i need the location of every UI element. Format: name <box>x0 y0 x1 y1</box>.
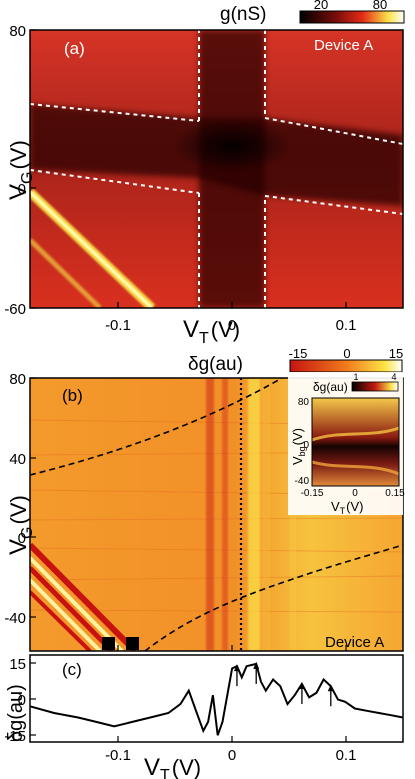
panel-c: (c) 15 0 -15 -0.1 0 0.1 VT(V) δg(au) <box>4 654 404 779</box>
y-tick-c-0: 15 <box>9 656 26 673</box>
y-tick-b-3: -40 <box>4 610 26 627</box>
inset-b: δg(au) 1 4 80 0 -40 -0.15 0 0.15 VT(V) V… <box>288 372 405 516</box>
x-tick-a-0: -0.1 <box>105 317 131 334</box>
svg-text:VT(V): VT(V) <box>144 754 201 779</box>
panel-label-c: (c) <box>62 660 82 679</box>
y-tick-b-2: 0 <box>18 530 26 547</box>
x-tick-a-2: 0.1 <box>336 317 357 334</box>
y-tick-c-1: 0 <box>18 692 26 709</box>
heatmap-a <box>30 30 403 308</box>
colorbar-tick-b-0: -15 <box>289 346 308 361</box>
y-tick-a-2: -60 <box>4 301 26 318</box>
x-tick-c-1: 0 <box>228 747 236 764</box>
inset-y-tick-2: -40 <box>295 476 310 487</box>
inset-x-label: VT(V) <box>331 499 364 516</box>
colorbar-label-b: δg(au) <box>188 354 243 375</box>
inset-x-tick-2: 0.15 <box>385 488 405 499</box>
device-label-b: Device A <box>325 634 384 651</box>
colorbar-tick-b-2: 15 <box>389 346 403 361</box>
y-label-a: VG(V) <box>5 140 36 200</box>
svg-text:VT(V): VT(V) <box>183 316 240 347</box>
colorbar-tick-a-0: 20 <box>314 0 328 12</box>
y-tick-c-2: -15 <box>4 728 26 745</box>
series-line-c <box>29 662 404 736</box>
axes-frame-a <box>29 29 404 309</box>
x-label-c: VT(V) <box>144 754 201 779</box>
y-tick-b-1: 40 <box>9 451 26 468</box>
x-tick-c-0: -0.1 <box>105 747 131 764</box>
svg-text:VG(V): VG(V) <box>5 495 36 555</box>
colorbar-label-a: g(nS) <box>220 4 266 25</box>
square-marker-1 <box>102 637 115 650</box>
arrow-head-2 <box>253 661 260 669</box>
arrow-head-3 <box>298 682 305 689</box>
arrows-c <box>233 661 334 707</box>
inset-colorbar-tick-0: 1 <box>353 372 358 382</box>
colorbar-b <box>289 359 403 373</box>
y-tick-b-0: 80 <box>9 371 26 388</box>
x-label-a: VT(V) <box>183 316 240 347</box>
device-label-a: Device A <box>314 37 373 54</box>
colorbar-a <box>299 10 405 24</box>
y-tick-a-1: 0 <box>18 181 26 198</box>
inset-colorbar-label: δg(au) <box>313 380 348 394</box>
inset-colorbar <box>351 381 399 392</box>
panel-label-a: (a) <box>64 39 85 58</box>
arrow-head-4 <box>327 684 334 692</box>
panel-label-b: (b) <box>62 386 83 405</box>
svg-text:VG(V): VG(V) <box>5 140 36 200</box>
inset-y-tick-1: 0 <box>303 440 309 451</box>
y-label-b: VG(V) <box>5 495 36 555</box>
panel-a: (a) Device A g(nS) 20 80 -0.1 0 0.1 80 0… <box>4 0 405 347</box>
y-tick-a-0: 80 <box>9 23 26 40</box>
arrow-head-1 <box>233 664 240 672</box>
x-tick-a-1: 0 <box>228 317 236 334</box>
svg-text:VT(V): VT(V) <box>331 499 364 516</box>
panel-b: (b) Device A δg(au) -15 0 15 80 40 0 -40… <box>4 346 405 652</box>
inset-x-tick-1: 0 <box>352 488 358 499</box>
x-tick-c-2: 0.1 <box>336 747 357 764</box>
colorbar-tick-b-1: 0 <box>343 346 350 361</box>
inset-colorbar-tick-1: 4 <box>391 372 396 382</box>
svg-text:δg(au): δg(au) <box>5 684 27 742</box>
colorbar-tick-a-1: 80 <box>373 0 387 12</box>
inset-x-tick-0: -0.15 <box>301 488 324 499</box>
square-marker-2 <box>126 637 139 650</box>
y-label-c: δg(au) <box>5 684 27 742</box>
inset-y-tick-0: 80 <box>298 397 310 408</box>
